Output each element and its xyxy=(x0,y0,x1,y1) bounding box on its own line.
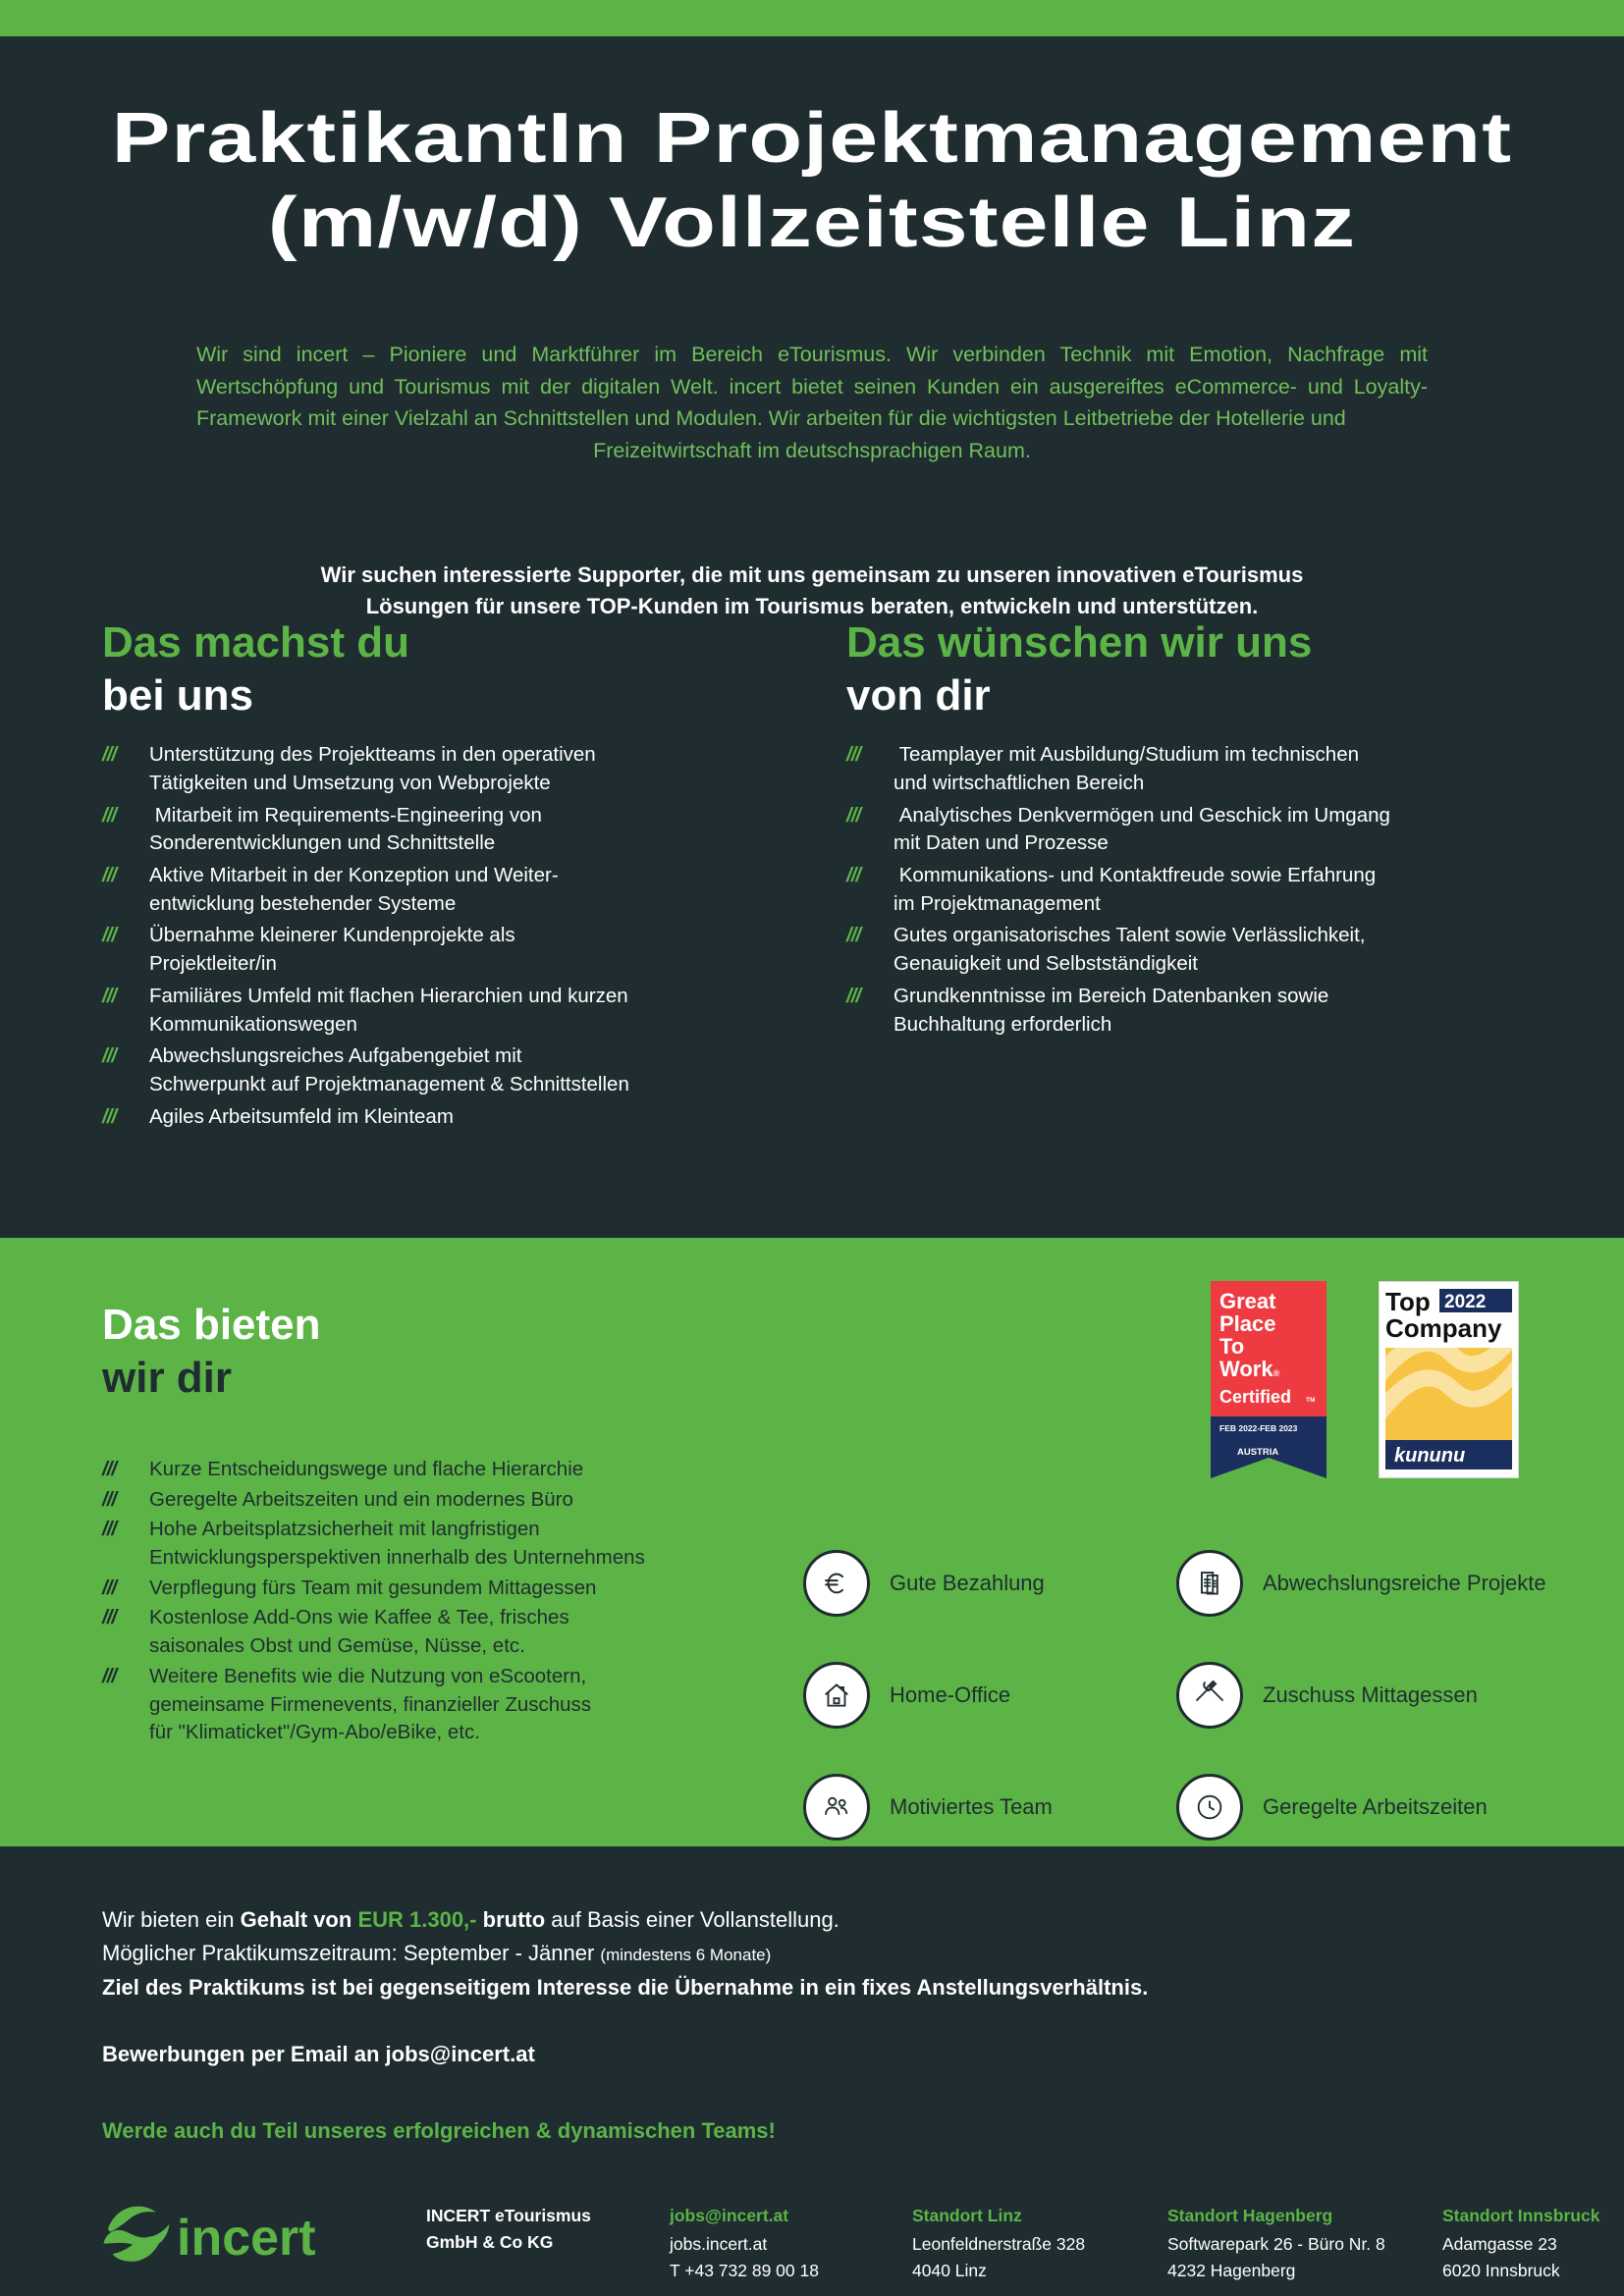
svg-text:FEB 2022-FEB 2023: FEB 2022-FEB 2023 xyxy=(1219,1423,1298,1433)
svg-text:Company: Company xyxy=(1385,1313,1502,1343)
svg-text:To: To xyxy=(1219,1334,1244,1359)
svg-text:Place: Place xyxy=(1219,1311,1276,1336)
svg-text:incert: incert xyxy=(177,2210,316,2267)
svg-text:Top: Top xyxy=(1385,1287,1431,1316)
svg-text:2022: 2022 xyxy=(1444,1292,1486,1312)
svg-text:Great: Great xyxy=(1219,1289,1276,1313)
svg-text:TM: TM xyxy=(1306,1397,1315,1404)
svg-text:kununu: kununu xyxy=(1394,1445,1465,1467)
svg-text:Certified: Certified xyxy=(1219,1387,1291,1407)
svg-text:AUSTRIA: AUSTRIA xyxy=(1237,1447,1278,1458)
svg-text:Work®: Work® xyxy=(1219,1357,1280,1381)
